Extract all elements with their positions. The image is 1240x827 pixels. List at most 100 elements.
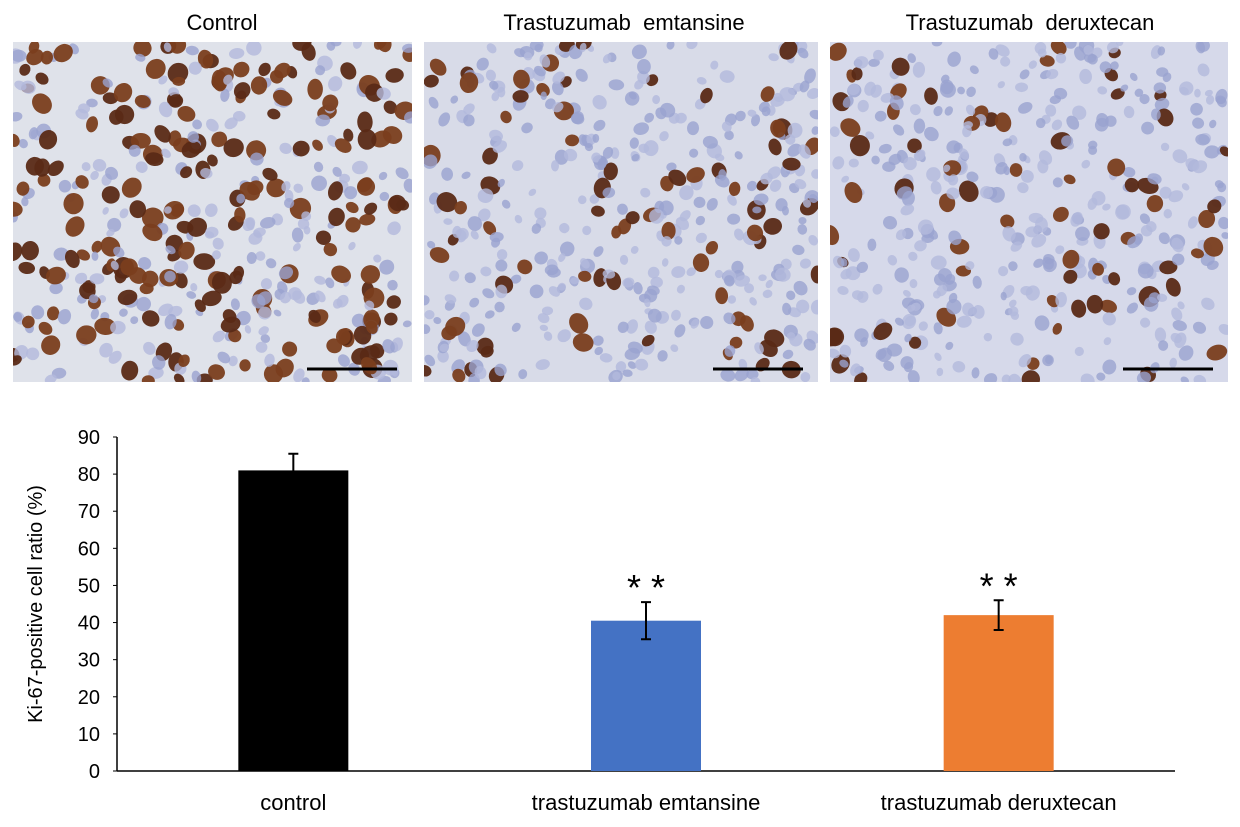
nucleus <box>552 71 565 84</box>
nucleus <box>579 42 587 52</box>
nucleus <box>339 173 351 184</box>
stained-nucleus <box>121 360 139 381</box>
nucleus <box>865 131 875 140</box>
stained-nucleus <box>565 134 580 147</box>
stained-nucleus <box>1093 223 1110 240</box>
stained-nucleus <box>625 211 640 225</box>
stained-nucleus <box>768 138 782 156</box>
nucleus <box>558 253 566 262</box>
bar-chart: 0 10 20 30 40 50 60 70 80 90 Ki-67-positive cell r… <box>25 427 1175 815</box>
stained-nucleus <box>1146 194 1164 213</box>
nucleus <box>930 255 947 270</box>
nucleus <box>491 92 500 102</box>
nucleus <box>484 310 495 319</box>
nucleus <box>1171 253 1185 266</box>
nucleus <box>548 286 561 297</box>
stained-nucleus <box>1198 209 1216 229</box>
nucleus <box>478 208 491 222</box>
stained-nucleus <box>21 240 39 261</box>
nucleus <box>602 53 612 64</box>
nucleus <box>351 160 368 175</box>
nucleus <box>1194 88 1201 98</box>
nucleus <box>1151 108 1161 121</box>
nucleus <box>882 161 896 172</box>
stained-nucleus <box>13 242 23 261</box>
nucleus <box>443 218 453 225</box>
stained-nucleus <box>40 50 53 65</box>
nucleus <box>710 60 719 70</box>
nucleus <box>948 174 959 186</box>
stained-nucleus <box>229 270 243 285</box>
stained-nucleus <box>572 333 594 352</box>
panel-title: Control <box>187 10 258 35</box>
nucleus <box>31 305 45 320</box>
nucleus <box>539 54 551 68</box>
nucleus <box>647 266 660 279</box>
stained-nucleus <box>193 253 216 270</box>
nucleus <box>1139 213 1151 224</box>
nucleus <box>643 140 659 157</box>
nucleus <box>1045 104 1057 117</box>
bar <box>943 615 1054 771</box>
nucleus <box>1091 191 1106 206</box>
nucleus <box>1009 299 1017 308</box>
nucleus <box>1000 56 1011 67</box>
stained-nucleus <box>13 133 20 147</box>
nucleus <box>1139 94 1150 105</box>
nucleus <box>246 251 257 264</box>
nucleus <box>427 240 436 249</box>
stained-nucleus <box>19 63 31 76</box>
stained-nucleus <box>830 42 847 61</box>
nucleus <box>1034 315 1050 331</box>
nucleus <box>592 133 600 143</box>
nucleus <box>544 264 559 276</box>
nucleus <box>1003 166 1011 176</box>
stained-nucleus <box>700 87 713 104</box>
nucleus <box>148 366 164 379</box>
nucleus <box>1033 258 1044 268</box>
nucleus <box>779 87 796 102</box>
stained-nucleus <box>328 207 345 227</box>
nucleus <box>1160 142 1170 152</box>
nucleus <box>724 345 736 357</box>
nucleus <box>918 321 928 331</box>
nucleus <box>580 258 590 269</box>
nucleus <box>534 65 546 77</box>
nucleus <box>1025 226 1039 238</box>
nucleus <box>1079 68 1092 85</box>
nucleus <box>850 363 861 377</box>
nucleus <box>947 51 961 67</box>
stained-nucleus <box>181 140 202 159</box>
nucleus <box>191 370 202 382</box>
nucleus <box>883 360 895 371</box>
stained-nucleus <box>28 42 40 54</box>
stained-nucleus <box>301 42 316 61</box>
stained-nucleus <box>307 78 323 100</box>
stained-nucleus <box>429 58 447 76</box>
nucleus <box>933 106 943 117</box>
nucleus <box>924 126 939 142</box>
nucleus <box>886 343 903 357</box>
stained-nucleus <box>830 225 840 246</box>
nucleus <box>946 187 960 200</box>
nucleus <box>13 111 23 122</box>
y-tick-label: 20 <box>78 687 100 709</box>
stained-nucleus <box>323 242 338 257</box>
nucleus <box>107 217 122 232</box>
nucleus <box>998 265 1009 277</box>
nucleus <box>102 206 109 215</box>
nucleus <box>543 331 553 341</box>
nucleus <box>956 315 972 328</box>
nucleus <box>931 42 943 47</box>
nucleus <box>158 303 174 317</box>
nucleus <box>832 156 845 170</box>
stained-nucleus <box>907 138 922 154</box>
nucleus <box>264 353 275 367</box>
nucleus <box>630 245 639 254</box>
nucleus <box>799 258 812 269</box>
nucleus <box>486 43 497 54</box>
nucleus <box>1162 72 1172 83</box>
nucleus <box>686 42 698 50</box>
nucleus <box>940 79 954 95</box>
nucleus <box>293 368 305 382</box>
